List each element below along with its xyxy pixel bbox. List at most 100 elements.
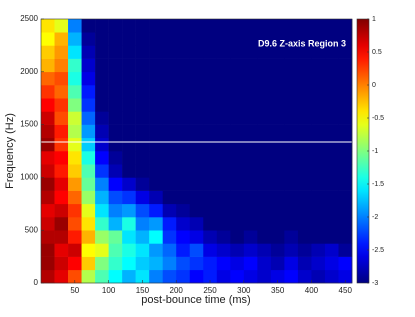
cell [149,243,163,257]
cell [203,151,218,165]
cell [203,230,218,244]
cell [41,98,55,112]
cell [41,164,55,178]
colorbar-tick-label: 1 [372,16,376,23]
cell [311,177,326,191]
cell [216,85,231,99]
cell [338,256,353,271]
cell [54,203,69,218]
cell [257,203,272,218]
cell [216,164,231,178]
colorbar-tick-label: -1.5 [372,181,384,188]
cell [122,177,136,191]
cell [54,85,69,99]
cell [162,190,177,205]
cell [95,269,109,284]
cell [297,269,312,284]
cell [203,19,218,33]
cell [54,164,69,178]
cell [68,269,82,284]
cell [311,98,326,112]
cell [81,190,96,205]
cell [338,269,353,284]
cell [41,124,55,139]
cell [135,269,150,284]
cell [108,111,123,125]
cell [243,230,258,244]
cell [297,111,312,125]
cell [162,19,177,33]
cell [311,32,326,46]
cell [149,203,163,218]
cell [324,177,339,191]
cell [122,217,136,231]
cell [122,230,136,244]
cell [284,58,299,73]
cell [230,243,245,257]
cell [54,256,69,271]
cell [257,111,272,125]
cell [68,243,82,257]
cell [284,190,299,205]
cell [284,243,299,257]
cell [81,203,96,218]
cell [122,98,136,112]
cell [95,203,109,218]
cell [311,164,326,178]
colorbar-tick-label: -3 [372,280,378,287]
y-tick-label: 2500 [20,14,38,23]
cell [81,124,96,139]
cell [338,230,353,244]
cell [176,190,191,205]
cell [68,58,82,73]
cell [311,269,326,284]
cell [257,32,272,46]
cell [284,85,299,99]
cell [338,45,353,59]
cell [324,203,339,218]
cell [54,217,69,231]
cell [122,190,136,205]
cell [189,217,204,231]
cell [135,164,150,178]
cell [230,230,245,244]
cell [324,137,339,152]
cell [176,111,191,125]
cell [162,230,177,244]
cell [41,85,55,99]
cell [284,164,299,178]
cell [135,177,150,191]
cell [176,269,191,284]
cell [122,19,136,33]
x-tick-label: 150 [136,286,150,295]
cell [108,151,123,165]
cell [135,98,150,112]
cell [297,190,312,205]
cell [95,19,109,33]
cell [270,151,285,165]
cell [176,19,191,33]
cell [284,203,299,218]
cell [216,32,231,46]
cell [108,164,123,178]
cell [54,177,69,191]
cell [270,217,285,231]
cell [108,230,123,244]
cell [122,45,136,59]
cell [203,243,218,257]
cell [230,177,245,191]
cell [324,71,339,86]
cell [338,177,353,191]
cell [95,98,109,112]
cell [284,124,299,139]
cell [149,137,163,152]
cell [230,98,245,112]
cell [311,85,326,99]
cell [162,256,177,271]
cell [297,71,312,86]
cell [284,45,299,59]
cell [149,217,163,231]
cell [324,230,339,244]
cell [189,58,204,73]
cell [297,164,312,178]
